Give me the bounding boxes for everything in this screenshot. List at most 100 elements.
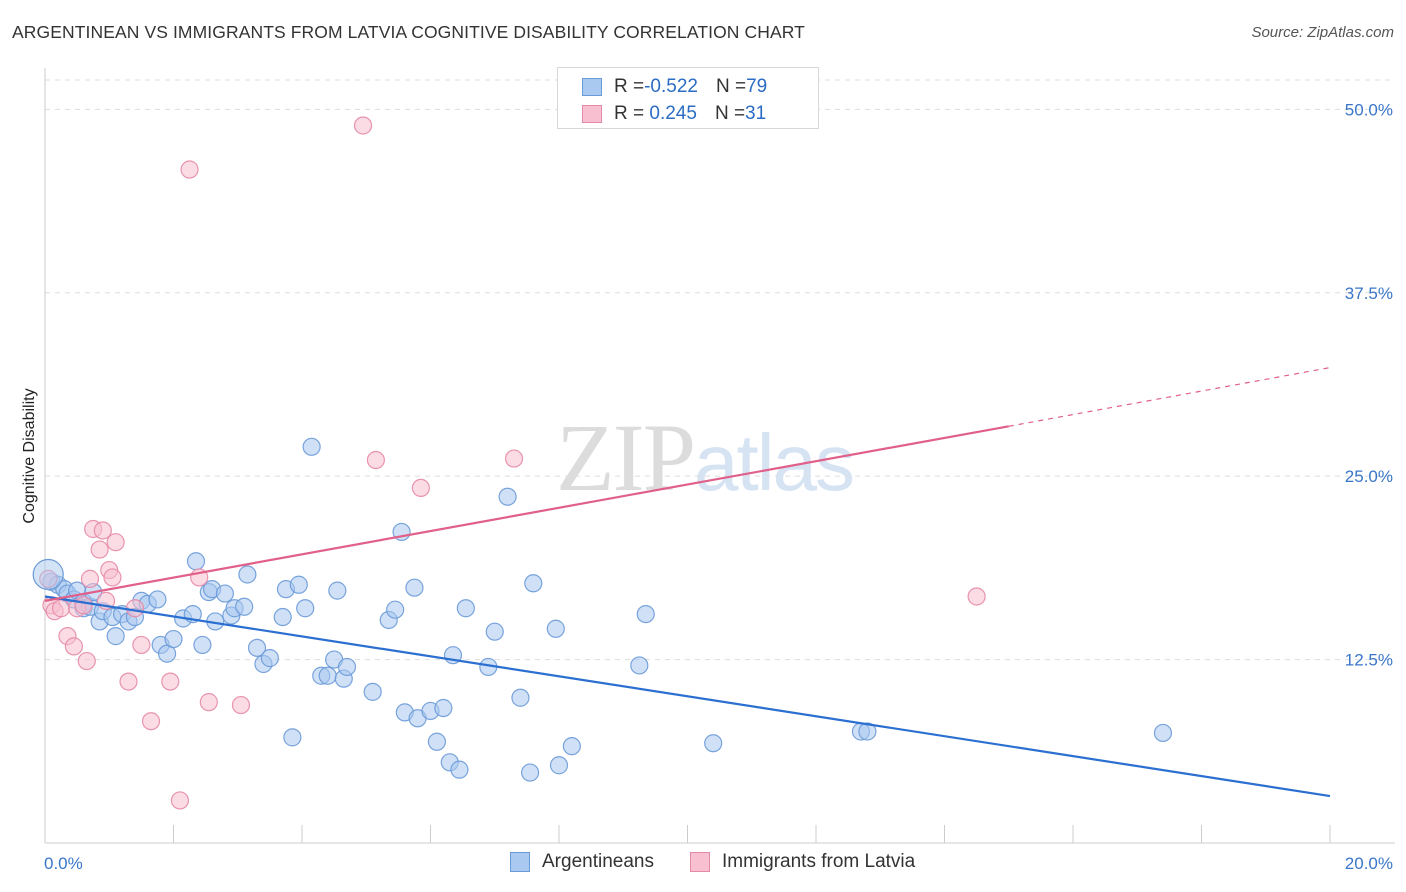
argentinean-point (193, 635, 212, 655)
argentinean-point (386, 600, 405, 619)
latvia-trendline (44, 425, 1009, 602)
latvia-point (504, 449, 524, 468)
latvia-point (231, 695, 251, 715)
y-tick-label: 25.0% (1345, 467, 1393, 486)
legend-label-latvia: Immigrants from Latvia (722, 851, 916, 872)
latvia-point (141, 712, 161, 731)
latvia-point (125, 599, 145, 618)
argentinean-point (273, 607, 292, 627)
argentinean-point (235, 597, 254, 616)
argentinean-point (328, 581, 347, 600)
correlation-legend: R = -0.522 N = 79 R = 0.245 N = 31 (557, 67, 819, 129)
series-legend: Argentineans Immigrants from Latvia (0, 851, 1406, 877)
trend-layer (44, 367, 1331, 798)
argentinean-point (1153, 723, 1173, 743)
argentinean-point (858, 722, 877, 741)
latvia-point (74, 596, 93, 615)
legend-swatch-blue (510, 852, 530, 872)
argentinean-point (498, 487, 517, 506)
legend-row-argentineans: R = -0.522 N = 79 (582, 74, 767, 100)
argentinean-point (405, 578, 424, 597)
source-label: Source: ZipAtlas.com (1251, 24, 1394, 41)
argentinean-point (337, 657, 357, 677)
latvia-point (77, 651, 96, 671)
latvia-point (64, 637, 84, 656)
latvia-point (170, 791, 190, 810)
argentinean-point (427, 732, 447, 751)
argentinean-point (302, 437, 321, 456)
legend-r-label: R = (614, 103, 645, 124)
latvia-point (51, 599, 71, 618)
latvia-point (132, 635, 151, 655)
argentinean-trendline (44, 595, 1331, 798)
x-tick-label: 20.0% (1345, 854, 1393, 873)
latvia-point (106, 533, 125, 552)
axis-layer (44, 68, 1395, 844)
argentinean-point (296, 599, 315, 618)
legend-n-value: 79 (746, 76, 768, 97)
chart-title: ARGENTINEAN VS IMMIGRANTS FROM LATVIA CO… (12, 22, 805, 42)
argentinean-point (215, 584, 234, 603)
argentinean-cluster-point (32, 558, 64, 591)
latvia-point (967, 587, 986, 606)
legend-swatch-blue (582, 78, 602, 96)
argentinean-point (546, 619, 565, 638)
argentinean-point (562, 737, 581, 756)
argentinean-point (289, 575, 308, 594)
argentinean-point (520, 763, 540, 782)
legend-label-argentineans: Argentineans (542, 851, 654, 872)
latvia-point (103, 568, 122, 587)
latvia-point (199, 693, 218, 712)
tick-label-layer: 12.5% 25.0% 37.5% 50.0% 0.0% 20.0% (44, 100, 1393, 873)
watermark: ZIPatlas (556, 402, 855, 513)
y-tick-label: 12.5% (1345, 651, 1393, 670)
argentinean-point (148, 590, 167, 609)
argentinean-point (456, 599, 475, 618)
legend-swatch-pink (690, 852, 710, 872)
argentinean-point (485, 622, 504, 641)
argentinean-point (260, 649, 279, 668)
argentinean-point (434, 698, 453, 718)
legend-r-value: -0.522 (644, 76, 698, 97)
argentinean-point (450, 760, 469, 779)
argentinean-point (106, 627, 125, 646)
argentinean-point (704, 734, 723, 753)
latvia-point (161, 672, 180, 691)
latvia-point (411, 478, 430, 498)
argentinean-point (636, 604, 655, 624)
argentinean-point (363, 682, 382, 701)
latvia-point (90, 540, 109, 559)
watermark-zip: ZIP (556, 404, 696, 511)
argentinean-point (164, 629, 183, 649)
latvia-point (80, 569, 100, 588)
legend-item-argentineans: Argentineans (510, 851, 654, 873)
argentinean-point (247, 638, 267, 657)
argentinean-point (283, 728, 302, 747)
legend-item-latvia: Immigrants from Latvia (690, 851, 915, 873)
y-tick-label: 50.0% (1345, 100, 1393, 119)
argentinean-point (511, 688, 530, 707)
argentinean-point (186, 552, 206, 571)
legend-n-label: N = (714, 103, 746, 124)
x-tick-label: 0.0% (44, 854, 83, 873)
legend-swatch-pink (582, 105, 602, 123)
argentinean-point (318, 666, 337, 685)
points-layer (32, 116, 1173, 810)
latvia-point (93, 521, 112, 540)
argentinean-point (549, 756, 569, 775)
argentinean-point (630, 656, 649, 675)
legend-n-label: N = (715, 76, 747, 97)
latvia-point (353, 116, 373, 135)
latvia-point (180, 160, 199, 179)
watermark-atlas: atlas (694, 418, 855, 507)
legend-r-value: 0.245 (644, 103, 697, 124)
y-tick-label: 37.5% (1345, 284, 1393, 303)
argentinean-point (238, 565, 257, 584)
latvia-trendline-extension (1008, 367, 1331, 427)
legend-row-latvia: R = 0.245 N = 31 (582, 101, 766, 127)
legend-r-label: R = (614, 76, 645, 97)
argentinean-point (524, 574, 543, 593)
latvia-point (119, 672, 138, 691)
latvia-point (366, 450, 385, 470)
